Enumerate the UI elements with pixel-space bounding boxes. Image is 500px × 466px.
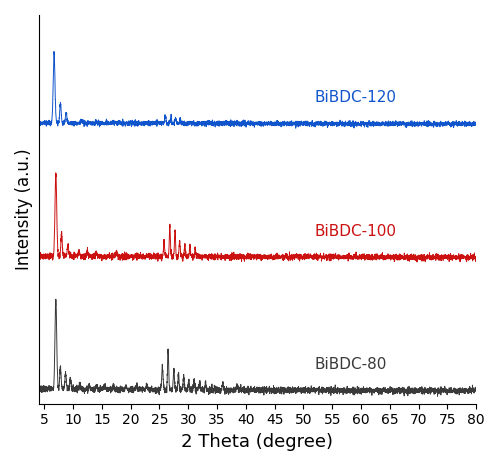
Text: BiBDC-100: BiBDC-100 [315,224,397,239]
Text: BiBDC-120: BiBDC-120 [315,90,397,105]
X-axis label: 2 Theta (degree): 2 Theta (degree) [182,433,334,451]
Text: BiBDC-80: BiBDC-80 [315,357,388,372]
Y-axis label: Intensity (a.u.): Intensity (a.u.) [15,149,33,270]
